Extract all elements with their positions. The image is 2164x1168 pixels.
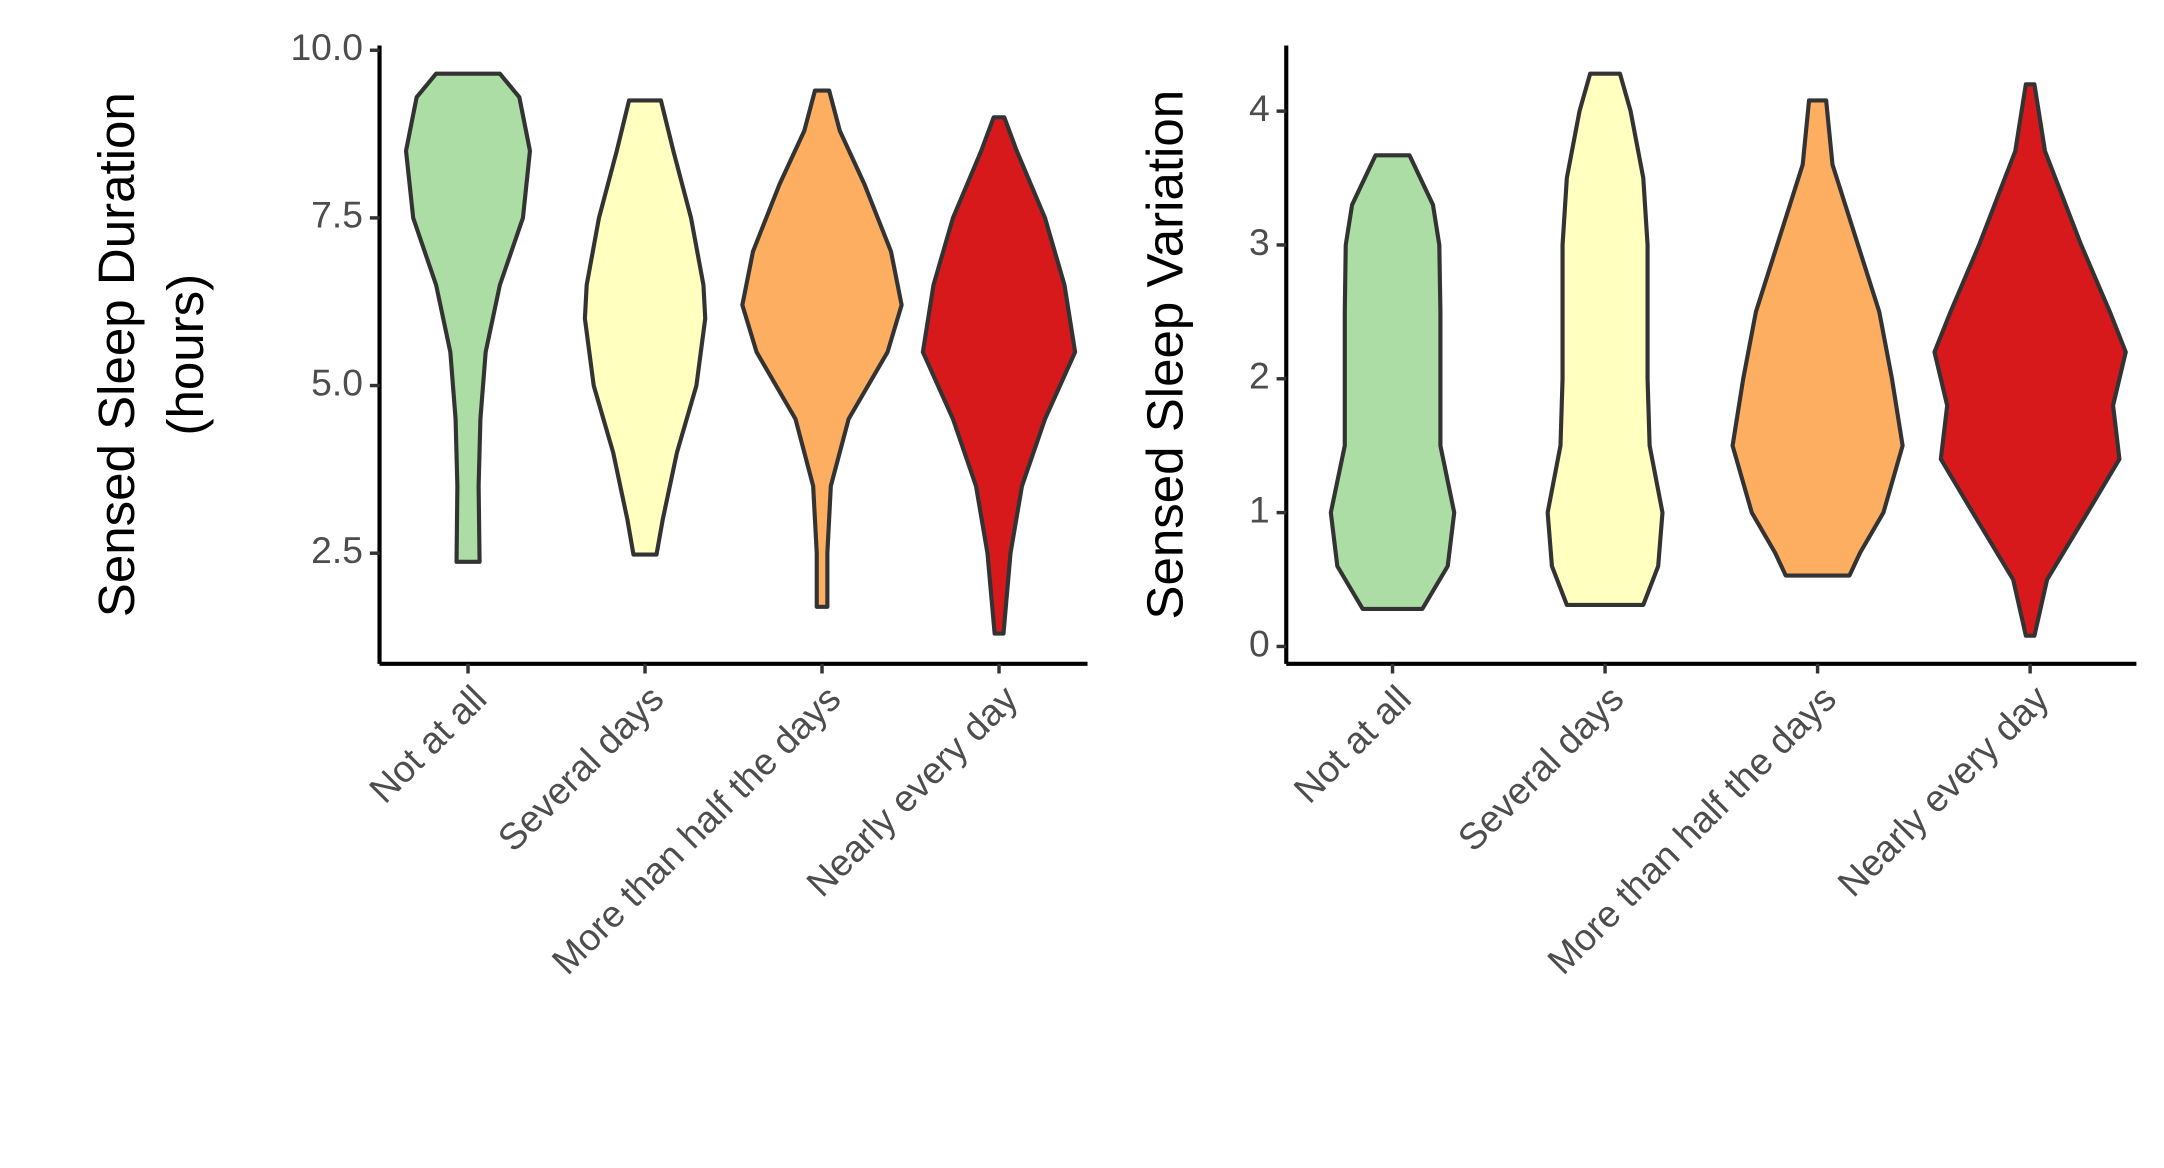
violin bbox=[1730, 98, 1905, 578]
y-tick-label: 7.5 bbox=[311, 194, 363, 236]
violin bbox=[403, 71, 533, 564]
x-tick-label: Not at all bbox=[1285, 677, 1419, 811]
violin bbox=[740, 88, 904, 609]
x-tick-label: Several days bbox=[1450, 677, 1632, 859]
y-tick-label: 3 bbox=[1249, 221, 1270, 263]
x-tick-label: More than half the days bbox=[543, 677, 848, 982]
violin bbox=[1545, 71, 1665, 607]
y-axis-title: Sensed Sleep Variation bbox=[1137, 90, 1194, 620]
y-tick-label: 4 bbox=[1249, 87, 1270, 129]
y-tick-label: 2 bbox=[1249, 355, 1270, 397]
y-axis-title: Sensed Sleep Duration bbox=[88, 92, 145, 617]
x-tick-label: Nearly every day bbox=[1829, 677, 2057, 905]
y-tick-label: 10.0 bbox=[290, 26, 363, 68]
violin bbox=[1932, 82, 2128, 638]
y-tick-label: 1 bbox=[1249, 488, 1270, 530]
violin bbox=[920, 115, 1078, 636]
x-tick-label: Several days bbox=[489, 677, 671, 859]
y-tick-label: 0 bbox=[1249, 622, 1270, 664]
y-tick-label: 5.0 bbox=[311, 361, 363, 403]
y-axis-title: (hours) bbox=[157, 274, 214, 436]
x-tick-label: Not at all bbox=[361, 677, 495, 811]
violin bbox=[582, 98, 708, 557]
violin bbox=[1328, 153, 1457, 611]
y-tick-label: 2.5 bbox=[311, 529, 363, 571]
